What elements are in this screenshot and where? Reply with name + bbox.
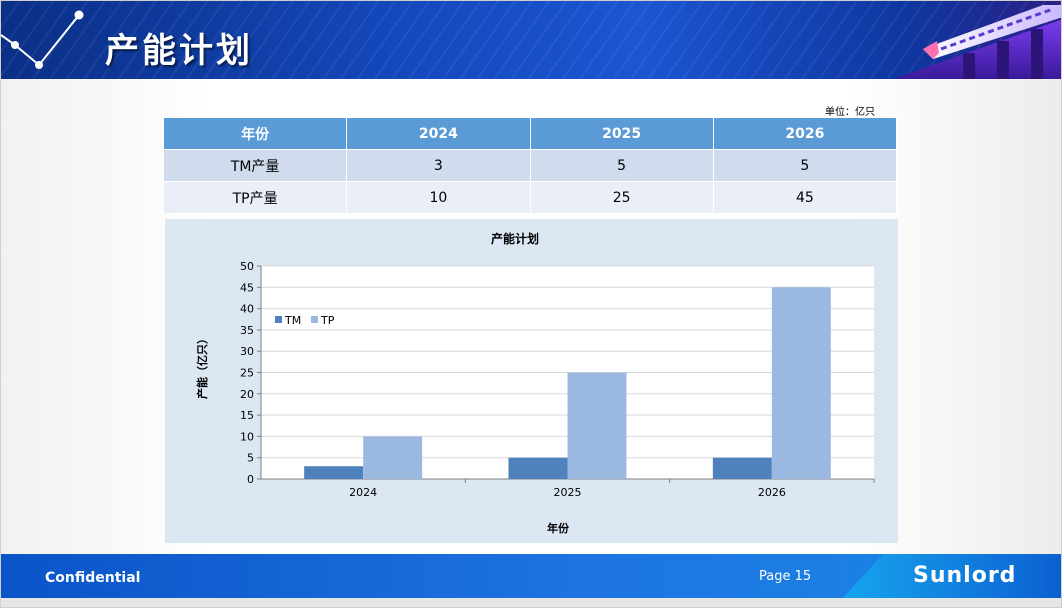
y-tick-label: 20 — [240, 388, 254, 401]
bar-tp — [567, 372, 627, 479]
chart-panel: 0 5 10 15 20 25 30 35 40 45 50 2024 2025 2026 TM TP 产能计划… — [165, 219, 898, 543]
table-cell: 10 — [346, 181, 531, 214]
table-cell: 5 — [712, 149, 898, 182]
table-cell: TP产量 — [162, 181, 348, 214]
y-tick-label: 35 — [240, 324, 254, 337]
table-row: TP产量 10 25 45 — [162, 181, 898, 214]
y-tick-label: 5 — [247, 452, 254, 465]
table-row: TM产量 3 5 5 — [162, 149, 898, 182]
brand-logo-text: Sunlord — [913, 563, 1017, 588]
bar-tp — [363, 436, 423, 479]
table-header-cell: 2024 — [346, 117, 531, 150]
y-tick-label: 45 — [240, 281, 254, 294]
bar-tm — [508, 457, 568, 479]
y-tick-label: 25 — [240, 367, 254, 380]
bottom-strip — [1, 598, 1061, 607]
train-illustration-icon — [893, 5, 1061, 79]
y-tick-label: 0 — [247, 473, 254, 486]
footer-accent — [843, 554, 1061, 598]
page-title: 产能计划 — [105, 31, 253, 71]
x-tick-label: 2026 — [758, 486, 786, 499]
unit-label: 单位：亿只 — [825, 107, 875, 118]
y-tick-label: 15 — [240, 409, 254, 422]
bar-tm — [712, 457, 772, 479]
bar-tp — [771, 287, 831, 479]
footer-bar: Confidential Page 15 Sunlord — [1, 554, 1061, 598]
y-axis-title: 产能（亿只） — [195, 333, 209, 399]
header-pattern — [1, 1, 1061, 79]
x-axis-title: 年份 — [547, 521, 570, 535]
table-header-cell: 年份 — [162, 117, 348, 150]
capacity-table: 年份 2024 2025 2026 TM产量 3 5 5 TP产量 10 25 … — [162, 117, 898, 214]
x-tick-label: 2025 — [554, 486, 582, 499]
table-cell: 5 — [529, 149, 714, 182]
legend-swatch-tp — [311, 316, 318, 323]
table-header-cell: 2025 — [529, 117, 714, 150]
chart-title: 产能计划 — [491, 231, 539, 246]
confidential-label: Confidential — [45, 570, 141, 586]
line-chart-decoration-icon — [1, 10, 84, 69]
legend-label-tp: TP — [320, 314, 335, 327]
table-cell: 3 — [346, 149, 531, 182]
table-cell: 25 — [529, 181, 714, 214]
y-tick-label: 10 — [240, 430, 254, 443]
y-tick-label: 40 — [240, 303, 254, 316]
legend-swatch-tm — [275, 316, 282, 323]
y-tick-label: 30 — [240, 345, 254, 358]
table-cell: 45 — [712, 181, 898, 214]
legend-label-tm: TM — [284, 314, 301, 327]
table-cell: TM产量 — [162, 149, 348, 182]
header-banner: 产能计划 — [1, 1, 1061, 79]
table-header-row: 年份 2024 2025 2026 — [162, 117, 898, 150]
x-tick-label: 2024 — [349, 486, 377, 499]
bar-tm — [304, 466, 364, 479]
table-header-cell: 2026 — [712, 117, 898, 150]
y-tick-label: 50 — [240, 260, 254, 273]
page-number: Page 15 — [759, 569, 812, 584]
